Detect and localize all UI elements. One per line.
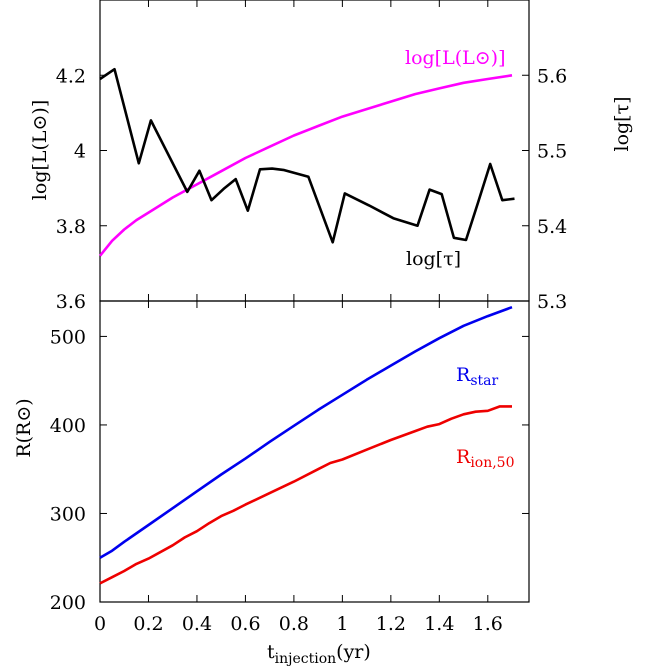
top-right-y-tick-label: 5.4 bbox=[537, 216, 567, 238]
series-label-rion: Rion,50 bbox=[456, 446, 515, 471]
x-tick-label: 0.8 bbox=[279, 613, 309, 635]
top-left-y-tick-label: 4 bbox=[74, 141, 86, 163]
x-tick-label: 1.4 bbox=[424, 613, 454, 635]
top-right-y-tick-label: 5.3 bbox=[537, 291, 567, 313]
x-axis-label-sub: injection bbox=[275, 651, 337, 667]
x-tick-label: 1.6 bbox=[473, 613, 503, 635]
series-label-rstar-sub: star bbox=[470, 373, 498, 389]
top-right-y-tick-label: 5.6 bbox=[537, 65, 567, 87]
top-right-y-tick-label: 5.5 bbox=[537, 141, 567, 163]
top-left-y-tick-label: 4.2 bbox=[56, 65, 86, 87]
series-label-luminosity: log[L(L⊙)] bbox=[405, 47, 505, 69]
x-tick-label: 0.6 bbox=[230, 613, 260, 635]
top-left-ylabel: log[L(L⊙)] bbox=[29, 100, 51, 200]
x-axis-label-main: t bbox=[267, 641, 275, 663]
x-axis-label: tinjection(yr) bbox=[267, 641, 371, 667]
x-tick-label: 1.2 bbox=[376, 613, 406, 635]
x-tick-label: 0 bbox=[94, 613, 106, 635]
bottom-y-tick-label: 200 bbox=[50, 592, 86, 614]
top-left-y-tick-label: 3.8 bbox=[56, 216, 86, 238]
x-tick-label: 0.2 bbox=[133, 613, 163, 635]
x-tick-label: 0.4 bbox=[182, 613, 212, 635]
bottom-ylabel: R(R⊙) bbox=[13, 398, 35, 457]
tick-marks bbox=[99, 0, 529, 603]
series-label-tau: log[τ] bbox=[406, 248, 461, 270]
bottom-y-tick-label: 300 bbox=[50, 503, 86, 525]
top-left-y-tick-label: 3.6 bbox=[56, 291, 86, 313]
bottom-panel-frame bbox=[99, 300, 530, 603]
series-label-rion-sub: ion,50 bbox=[470, 455, 514, 471]
top-panel-frame bbox=[99, 0, 530, 302]
series-lines bbox=[98, 67, 515, 585]
tick-labels: 0 0.2 0.4 0.6 0.8 1 1.2 1.4 1.6 3.6 3.8 4 4.2 5.3 5.4 5… bbox=[50, 65, 567, 635]
series-line-tau bbox=[99, 67, 515, 244]
series-label-rstar: Rstar bbox=[456, 364, 498, 389]
series-label-rion-main: R bbox=[456, 446, 471, 468]
series-line-rion bbox=[99, 405, 512, 585]
bottom-y-tick-label: 400 bbox=[50, 415, 86, 437]
series-line-rstar bbox=[99, 305, 513, 559]
x-axis-label-tail: (yr) bbox=[336, 641, 371, 663]
bottom-y-tick-label: 500 bbox=[50, 326, 86, 348]
series-label-rstar-main: R bbox=[456, 364, 471, 386]
top-right-ylabel: log[τ] bbox=[611, 96, 633, 151]
x-tick-label: 1 bbox=[336, 613, 348, 635]
series-line-luminosity bbox=[98, 74, 513, 257]
